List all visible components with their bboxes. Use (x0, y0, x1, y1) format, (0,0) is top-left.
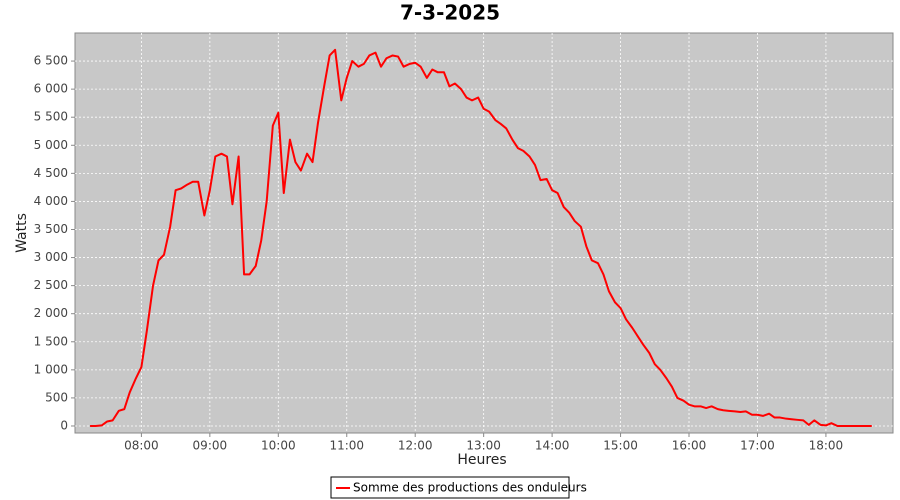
y-tick-label: 1 000 (34, 362, 68, 376)
y-tick-label: 4 500 (34, 166, 68, 180)
y-tick-label: 3 000 (34, 250, 68, 264)
y-tick-label: 6 500 (34, 54, 68, 68)
x-tick-label: 18:00 (809, 439, 844, 453)
x-tick-label: 12:00 (398, 439, 433, 453)
x-tick-label: 13:00 (466, 439, 501, 453)
y-axis-label: Watts (14, 213, 30, 253)
series-line (90, 48, 872, 427)
y-tick-label: 5 500 (34, 110, 68, 124)
y-tick-label: 2 500 (34, 278, 68, 292)
chart-title: 7-3-2025 (400, 1, 500, 25)
x-tick-label: 14:00 (535, 439, 570, 453)
y-tick-label: 4 000 (34, 194, 68, 208)
x-tick-label: 09:00 (193, 439, 228, 453)
x-tick-label: 11:00 (329, 439, 364, 453)
y-tick-label: 1 500 (34, 334, 68, 348)
x-tick-label: 15:00 (603, 439, 638, 453)
x-tick-label: 08:00 (124, 439, 159, 453)
y-tick-label: 5 000 (34, 138, 68, 152)
x-tick-label: 17:00 (740, 439, 775, 453)
y-tick-label: 0 (60, 418, 68, 432)
legend-label: Somme des productions des onduleurs (353, 481, 587, 495)
y-tick-label: 2 000 (34, 306, 68, 320)
x-axis-label: Heures (457, 452, 506, 468)
legend (330, 476, 570, 499)
y-tick-label: 500 (45, 390, 68, 404)
x-tick-label: 10:00 (261, 439, 296, 453)
y-tick-label: 3 500 (34, 222, 68, 236)
x-tick-label: 16:00 (672, 439, 707, 453)
y-tick-label: 6 000 (34, 82, 68, 96)
